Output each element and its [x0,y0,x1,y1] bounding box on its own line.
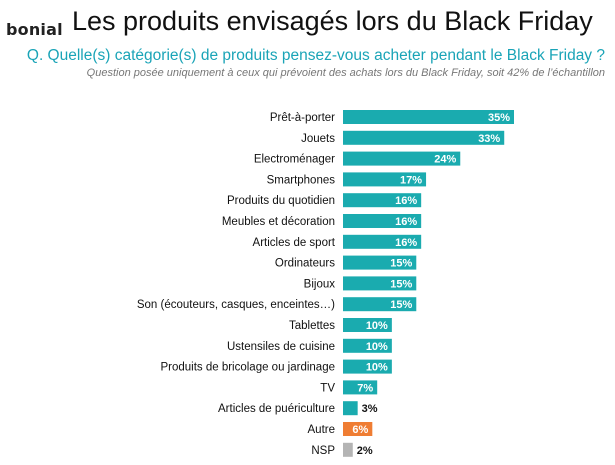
value-label: 7% [357,382,373,394]
value-label: 10% [366,341,388,353]
survey-note: Question posée uniquement à ceux qui pré… [86,67,605,79]
survey-question: Q. Quelle(s) catégorie(s) de produits pe… [26,47,605,64]
value-label: 2% [357,445,373,457]
category-label: Ordinateurs [275,258,335,270]
value-label: 33% [478,133,500,145]
category-label: Meubles et décoration [222,216,335,228]
bar [343,318,392,332]
category-label: Prêt-à-porter [270,112,335,124]
page-title: Les produits envisagés lors du Black Fri… [72,6,593,36]
bar [343,338,392,353]
value-label: 6% [352,424,368,436]
value-label: 17% [400,174,422,186]
bar [343,422,373,436]
bar [343,214,422,228]
value-label: 3% [362,403,378,415]
value-label: 16% [395,237,417,249]
value-label: 16% [395,216,417,228]
bar [343,172,427,187]
category-label: Bijoux [304,278,336,290]
category-label: Articles de sport [253,237,336,249]
category-label: Son (écouteurs, casques, enceintes…) [137,299,335,311]
bar [343,359,392,374]
value-label: 16% [395,195,417,207]
category-label: Produits de bricolage ou jardinage [160,362,335,374]
bar [343,442,353,457]
bar [343,130,505,145]
value-label: 15% [390,278,412,290]
bar [343,234,422,249]
category-label: Ustensiles de cuisine [227,341,335,353]
category-label: Jouets [301,133,335,145]
bonial-logo: bonial [6,20,63,42]
category-label: NSP [311,445,335,457]
value-label: 15% [390,258,412,270]
category-label: Articles de puériculture [218,403,335,415]
bar [343,276,417,291]
value-label: 24% [434,154,456,166]
category-label: TV [320,382,335,394]
category-label: Electroménager [254,154,335,166]
bar [343,110,514,124]
category-label: Produits du quotidien [227,195,335,207]
bar [343,193,422,208]
bar [343,297,417,312]
bar [343,255,417,270]
bar [343,380,378,395]
bar [343,151,461,166]
bar [343,401,358,416]
value-label: 10% [366,320,388,332]
value-label: 15% [390,299,412,311]
value-label: 10% [366,362,388,374]
category-label: Autre [308,424,336,436]
logo-text: bonial [6,20,63,39]
category-label: Smartphones [267,174,336,186]
category-label: Tablettes [289,320,335,332]
value-label: 35% [488,112,510,124]
